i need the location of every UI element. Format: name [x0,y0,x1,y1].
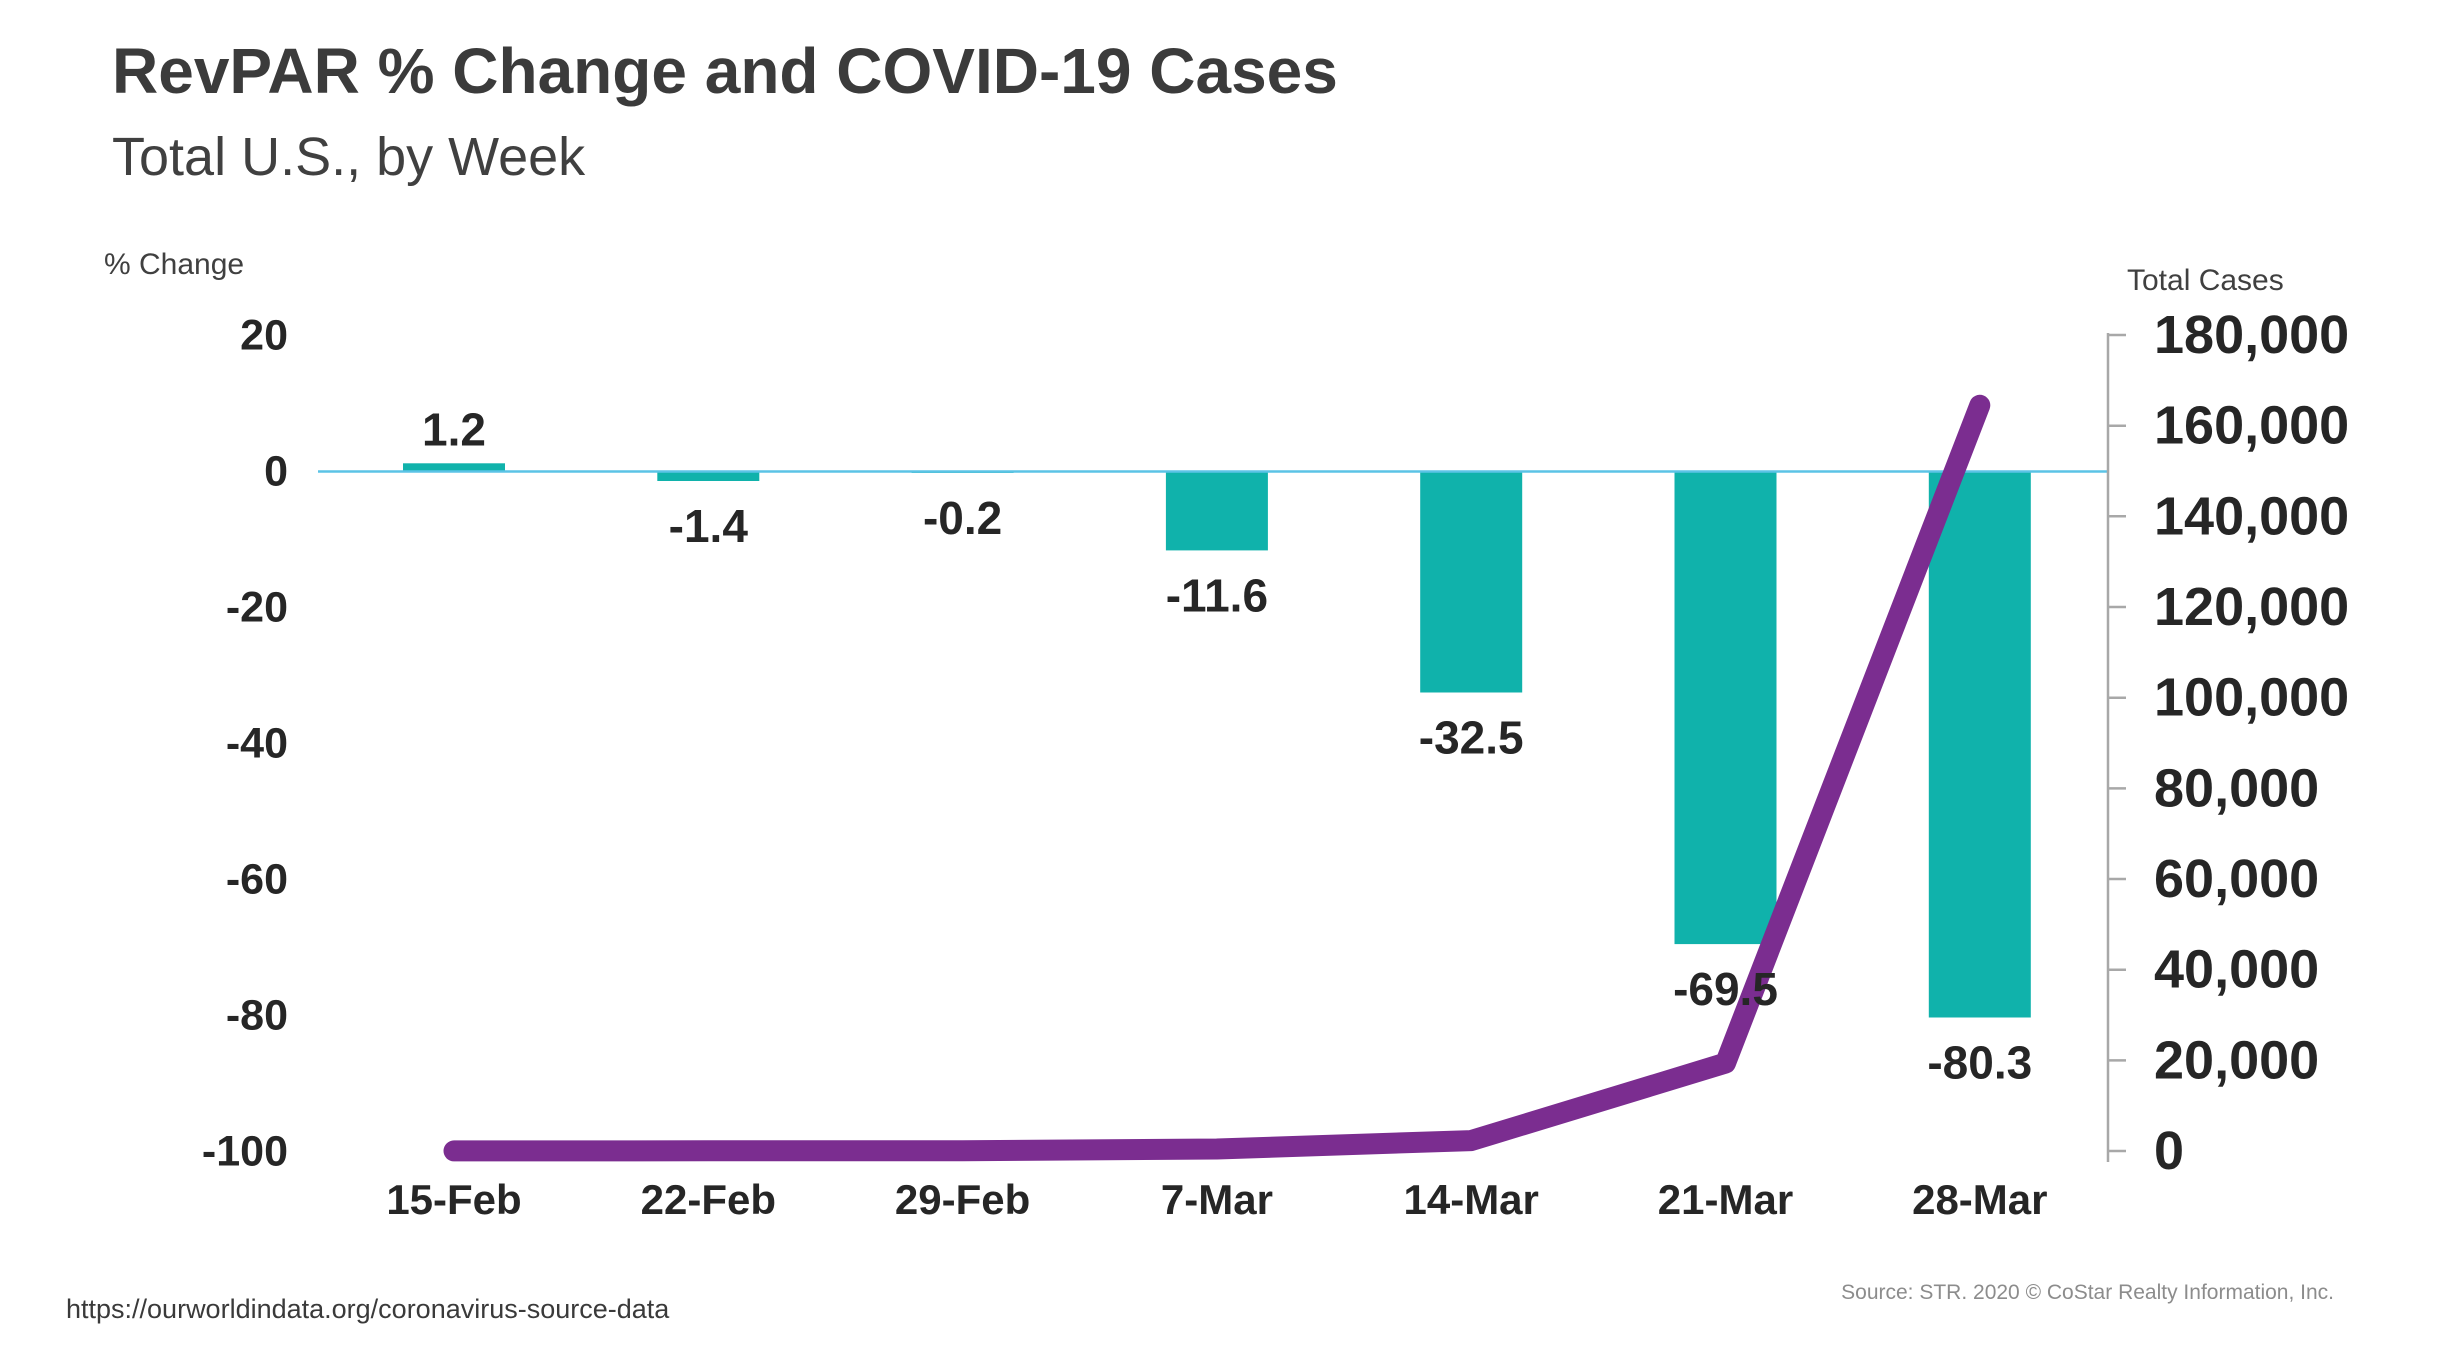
bar-data-label: -32.5 [1419,712,1524,764]
x-axis-label: 22-Feb [641,1176,776,1223]
left-axis-tick-label: -80 [226,992,288,1040]
bar-14-Mar [1420,471,1523,693]
right-axis-tick-label: 80,000 [2154,758,2319,818]
x-axis-label: 14-Mar [1403,1176,1538,1223]
cases-line-series [443,394,1991,1162]
bar-data-label: -1.4 [669,500,749,552]
bar-22-Feb [657,471,760,481]
left-axis-tick-label: -40 [226,720,288,768]
left-axis-tick-label: -60 [226,856,288,904]
left-axis-tick-label: -20 [226,584,288,632]
bar-data-label: 1.2 [422,403,486,455]
right-axis-tick-label: 100,000 [2154,668,2349,728]
right-axis-tick-label: 140,000 [2154,486,2349,546]
right-axis-tick-label: 180,000 [2154,305,2349,365]
bar-15-Feb [403,463,505,472]
x-axis-label: 15-Feb [386,1176,521,1223]
bar-28-Mar [1928,471,2031,1018]
bar-data-label: -80.3 [1927,1037,2032,1089]
chart-subtitle: Total U.S., by Week [112,127,586,187]
bar-data-label: -0.2 [923,492,1002,544]
bar-7-Mar [1165,471,1268,551]
bar-data-label: -11.6 [1166,569,1268,621]
right-axis-tick-label: 40,000 [2154,940,2319,1000]
right-axis-tick-label: 20,000 [2154,1030,2319,1090]
bar-data-label: -69.5 [1673,963,1778,1015]
bar-21-Mar [1674,471,1777,945]
x-axis-label: 21-Mar [1658,1176,1793,1223]
left-axis-tick-label: 20 [240,312,288,360]
right-axis-tick-label: 60,000 [2154,849,2319,909]
right-axis-tick-label: 120,000 [2154,577,2349,637]
right-axis-tick-label: 0 [2154,1121,2184,1181]
chart-title: RevPAR % Change and COVID-19 Cases [112,35,1338,107]
right-axis-tick-label: 160,000 [2154,396,2349,456]
x-axis-label: 29-Feb [895,1176,1030,1223]
x-axis-label: 28-Mar [1912,1176,2047,1223]
attribution: Source: STR. 2020 © CoStar Realty Inform… [1841,1281,2334,1304]
source-url: https://ourworldindata.org/coronavirus-s… [66,1294,670,1324]
right-axis-title: Total Cases [2127,264,2284,297]
left-axis-tick-label: 0 [264,448,288,496]
x-axis-label: 7-Mar [1161,1176,1273,1223]
left-axis-title: % Change [104,248,245,281]
left-axis-tick-label: -100 [202,1128,288,1176]
